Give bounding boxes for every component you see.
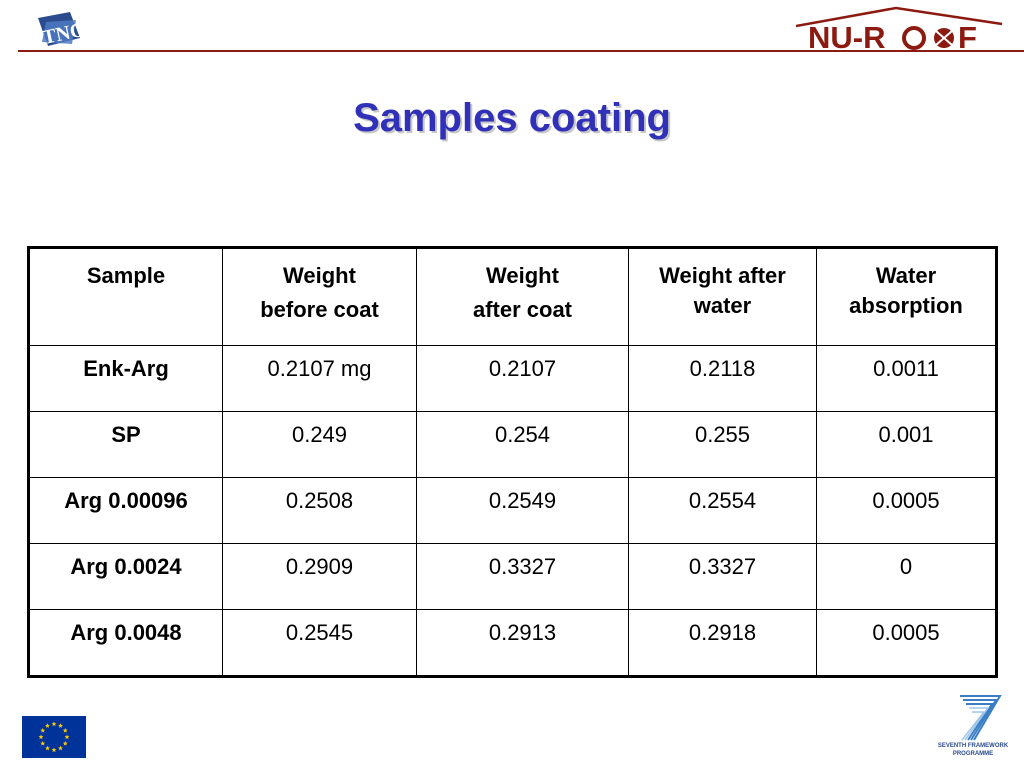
eu-star-icon <box>38 734 44 740</box>
header-weight-before-coat: Weight before coat <box>222 247 417 346</box>
weight-after-water-cell: 0.2554 <box>628 477 817 544</box>
header-weight-after-water: Weight after water <box>628 247 817 346</box>
water-absorption-cell: 0.0005 <box>816 477 997 544</box>
header-sample: Sample <box>28 247 223 346</box>
header-divider <box>18 50 1024 52</box>
eu-star-icon <box>62 740 68 746</box>
table-row: Enk-Arg 0.2107 mg 0.2107 0.2118 0.0011 <box>28 345 997 412</box>
eu-star-icon <box>58 745 63 751</box>
eu-star-icon <box>45 745 50 751</box>
page-title: Samples coating <box>353 96 671 140</box>
eu-star-icon <box>40 740 46 746</box>
water-absorption-cell: 0 <box>816 543 997 610</box>
fp7-caption: SEVENTH FRAMEWORK PROGRAMME <box>937 743 1009 757</box>
weight-before-cell: 0.2107 mg <box>222 345 417 412</box>
eu-star-icon <box>45 723 50 728</box>
weight-after-water-cell: 0.2118 <box>628 345 817 412</box>
sample-cell: Arg 0.00096 <box>28 477 223 544</box>
weight-before-cell: 0.2909 <box>222 543 417 610</box>
weight-after-water-cell: 0.3327 <box>628 543 817 610</box>
weight-before-cell: 0.2508 <box>222 477 417 544</box>
svg-text:NU-R: NU-R <box>808 20 886 54</box>
eu-flag <box>22 716 86 758</box>
nu-roof-logo: NU-R F <box>796 4 1018 54</box>
weight-after-coat-cell: 0.2913 <box>416 609 629 677</box>
weight-before-cell: 0.249 <box>222 411 417 478</box>
eu-star-icon <box>58 723 63 728</box>
table-row: Arg 0.0048 0.2545 0.2913 0.2918 0.0005 <box>28 609 997 677</box>
eu-star-icon <box>51 721 57 727</box>
weight-after-coat-cell: 0.2107 <box>416 345 629 412</box>
eu-star-icon <box>40 727 46 733</box>
header-water-absorption: Water absorption <box>816 247 997 346</box>
sample-cell: Enk-Arg <box>28 345 223 412</box>
tno-logo: TNO <box>32 8 88 52</box>
eu-star-icon <box>51 747 57 753</box>
weight-after-coat-cell: 0.254 <box>416 411 629 478</box>
table-row: Arg 0.00096 0.2508 0.2549 0.2554 0.0005 <box>28 477 997 544</box>
table-header-row: Sample Weight before coat Weight after coa… <box>28 247 997 346</box>
eu-star-icon <box>62 727 68 733</box>
weight-before-cell: 0.2545 <box>222 609 417 677</box>
weight-after-water-cell: 0.2918 <box>628 609 817 677</box>
water-absorption-cell: 0.001 <box>816 411 997 478</box>
header-weight-after-coat: Weight after coat <box>416 247 629 346</box>
weight-after-coat-cell: 0.3327 <box>416 543 629 610</box>
sample-cell: Arg 0.0048 <box>28 609 223 677</box>
weight-after-water-cell: 0.255 <box>628 411 817 478</box>
fp7-logo: SEVENTH FRAMEWORK PROGRAMME <box>930 690 1016 762</box>
eu-star-icon <box>64 734 70 740</box>
table-row: Arg 0.0024 0.2909 0.3327 0.3327 0 <box>28 543 997 610</box>
water-absorption-cell: 0.0005 <box>816 609 997 677</box>
sample-cell: SP <box>28 411 223 478</box>
svg-text:F: F <box>958 20 977 54</box>
sample-cell: Arg 0.0024 <box>28 543 223 610</box>
water-absorption-cell: 0.0011 <box>816 345 997 412</box>
weight-after-coat-cell: 0.2549 <box>416 477 629 544</box>
table-row: SP 0.249 0.254 0.255 0.001 <box>28 411 997 478</box>
samples-table: Sample Weight before coat Weight after coa… <box>27 246 998 678</box>
